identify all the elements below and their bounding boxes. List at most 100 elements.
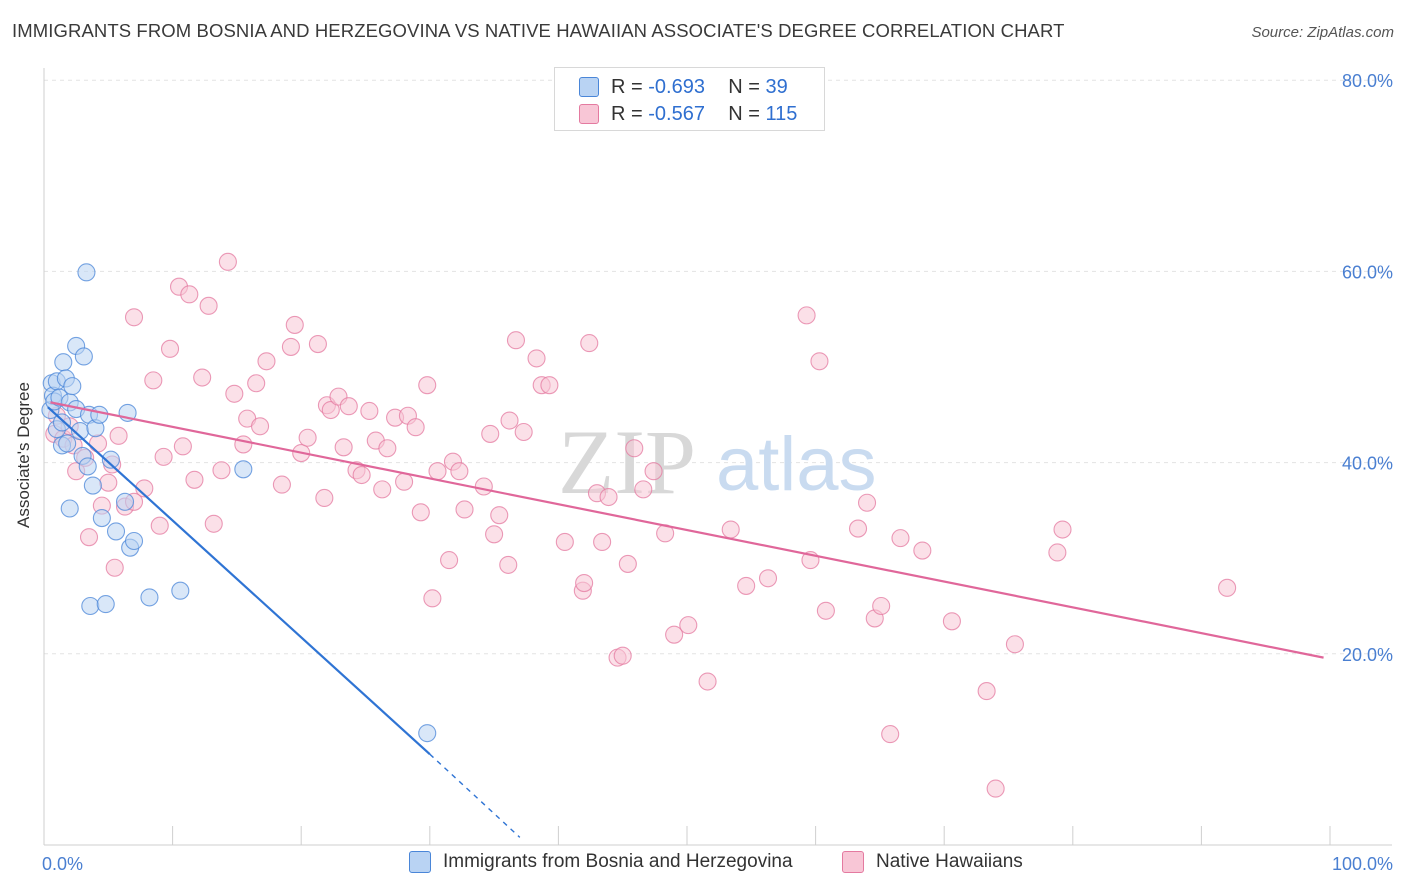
bottom-legend-swatch-bosnia <box>409 851 431 873</box>
bosnia-point <box>101 450 120 469</box>
native-hawaiians-point <box>810 352 829 371</box>
bottom-legend-swatch-native-hawaiians <box>842 851 864 873</box>
y-tick-label: 60.0% <box>1342 262 1393 282</box>
native-hawaiians-point <box>942 612 961 631</box>
native-hawaiians-point <box>481 424 500 443</box>
bosnia-point <box>74 347 93 366</box>
bosnia-point <box>60 499 79 518</box>
bosnia-point <box>77 263 96 282</box>
bosnia-point <box>171 581 190 600</box>
legend-r-label: R = <box>611 75 643 98</box>
y-axis-label: Associate's Degree <box>14 382 33 528</box>
legend-n-label: N = <box>728 75 760 98</box>
native-hawaiians-point <box>411 503 430 522</box>
legend-n-value: 115 <box>765 102 798 125</box>
trend-line-bosnia <box>47 406 431 755</box>
bosnia-point <box>78 457 97 476</box>
native-hawaiians-point <box>555 532 574 551</box>
bosnia-point <box>418 724 437 743</box>
bosnia-point <box>83 476 102 495</box>
native-hawaiians-point <box>285 315 304 334</box>
bosnia-point <box>90 405 109 424</box>
legend-n-label: N = <box>728 102 760 125</box>
series-bosnia-points <box>41 263 437 743</box>
native-hawaiians-point <box>257 352 276 371</box>
bottom-legend-native-hawaiians: Native Hawaiians <box>842 851 1023 873</box>
trend-line-native-hawaiians <box>50 401 1324 659</box>
native-hawaiians-point <box>514 422 533 442</box>
bottom-legend-label-native-hawaiians: Native Hawaiians <box>876 851 1023 872</box>
trend-line-bosnia-extension <box>429 753 521 838</box>
native-hawaiians-point <box>418 376 437 395</box>
native-hawaiians-point <box>173 437 192 456</box>
native-hawaiians-point <box>406 418 425 437</box>
native-hawaiians-point <box>360 401 379 421</box>
axes <box>43 68 1392 846</box>
native-hawaiians-point <box>891 529 910 548</box>
native-hawaiians-point <box>212 461 231 480</box>
source-label: Source: ZipAtlas.com <box>1251 24 1394 41</box>
native-hawaiians-point <box>977 682 996 701</box>
native-hawaiians-point <box>797 306 816 325</box>
native-hawaiians-point <box>247 374 266 393</box>
native-hawaiians-point <box>1053 520 1072 539</box>
native-hawaiians-point <box>644 462 663 481</box>
native-hawaiians-point <box>180 285 199 304</box>
native-hawaiians-point <box>109 426 128 445</box>
native-hawaiians-point <box>88 434 108 453</box>
native-hawaiians-point <box>1048 543 1067 562</box>
native-hawaiians-point <box>857 493 877 512</box>
grid-lines <box>44 79 1392 655</box>
y-tick-label: 80.0% <box>1342 71 1393 91</box>
legend-r-value: -0.693 <box>648 75 705 98</box>
legend-swatch-native-hawaiians <box>579 104 599 124</box>
native-hawaiians-point <box>499 555 518 574</box>
native-hawaiians-point <box>234 435 253 454</box>
correlation-legend: R = -0.693 N = 39 R = -0.567 N = 115 <box>554 67 825 131</box>
watermark-zip: ZIP <box>558 411 696 513</box>
native-hawaiians-point <box>500 411 519 430</box>
native-hawaiians-point <box>575 574 594 593</box>
bosnia-point <box>124 531 144 551</box>
native-hawaiians-point <box>79 528 99 547</box>
native-hawaiians-point <box>272 475 291 494</box>
native-hawaiians-point <box>339 397 358 416</box>
native-hawaiians-point <box>321 400 340 420</box>
trend-lines <box>47 401 1324 838</box>
native-hawaiians-point <box>440 551 459 570</box>
native-hawaiians-point <box>485 525 504 544</box>
native-hawaiians-point <box>599 487 618 507</box>
native-hawaiians-point <box>373 480 392 499</box>
bosnia-point <box>115 492 135 511</box>
legend-n-value: 39 <box>765 75 788 98</box>
native-hawaiians-point <box>737 576 756 595</box>
series-native-hawaiians-points <box>45 252 1237 798</box>
native-hawaiians-point <box>308 335 327 354</box>
native-hawaiians-point <box>625 439 644 458</box>
native-hawaiians-point <box>679 616 698 635</box>
tick-labels: 20.0% 40.0% 60.0% 80.0% 0.0% 100.0% <box>42 71 1393 874</box>
native-hawaiians-point <box>352 465 371 485</box>
native-hawaiians-point <box>378 439 397 458</box>
native-hawaiians-point <box>160 339 180 358</box>
bosnia-point <box>58 434 77 453</box>
native-hawaiians-point <box>613 646 632 665</box>
native-hawaiians-point <box>250 417 270 436</box>
native-hawaiians-point <box>315 488 334 508</box>
native-hawaiians-point <box>506 331 526 350</box>
native-hawaiians-point <box>913 541 932 560</box>
x-tick-label: 100.0% <box>1332 854 1393 874</box>
native-hawaiians-point <box>105 558 124 577</box>
bottom-legend-label-bosnia: Immigrants from Bosnia and Herzegovina <box>443 851 793 872</box>
legend-row-native-hawaiians: R = -0.567 N = 115 <box>579 101 797 127</box>
native-hawaiians-point <box>698 672 717 691</box>
native-hawaiians-point <box>540 376 559 395</box>
native-hawaiians-point <box>455 500 474 519</box>
native-hawaiians-point <box>634 480 653 499</box>
native-hawaiians-point <box>986 779 1005 798</box>
native-hawaiians-point <box>281 337 300 356</box>
native-hawaiians-point <box>144 371 163 390</box>
native-hawaiians-point <box>193 368 212 387</box>
native-hawaiians-point <box>618 554 637 573</box>
legend-r-label: R = <box>611 102 643 125</box>
